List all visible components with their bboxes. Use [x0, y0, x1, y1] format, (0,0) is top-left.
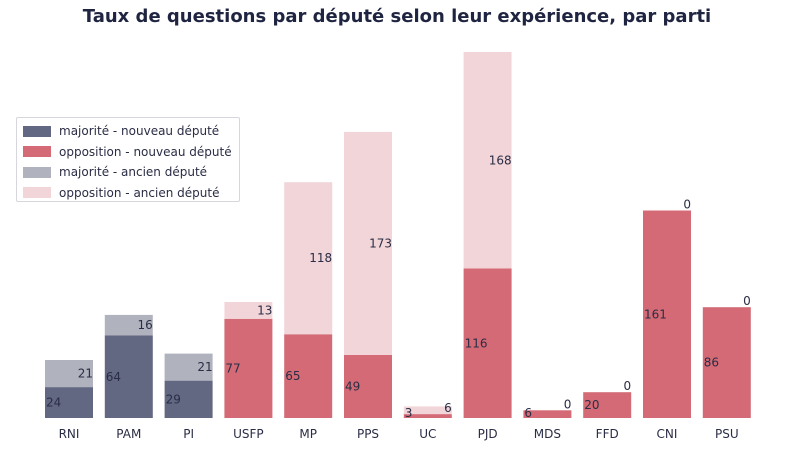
- value-label-pam-majorit-ancien-d-put: 16: [138, 318, 153, 332]
- bar-pi-majorit-ancien-d-put: [164, 353, 213, 381]
- bar-uc-opposition-nouveau-d-put: [403, 414, 452, 418]
- legend-swatch: [23, 146, 51, 158]
- x-tick-mds: MDS: [534, 427, 561, 441]
- bar-pps-opposition-ancien-d-put: [344, 131, 392, 355]
- bar-pps-opposition-nouveau-d-put: [344, 354, 392, 418]
- value-labels-layer: 24 21 64 16 29 21 77 13 65 118 49 173 3 6 116 168 6 0 20 0 1…: [46, 153, 751, 420]
- value-label-psu-opposition-nouveau-d-put: 86: [704, 356, 719, 370]
- legend-label: opposition - nouveau député: [59, 144, 232, 159]
- bar-pam-majorit-nouveau-d-put: [104, 335, 153, 418]
- bar-ffd-opposition-nouveau-d-put: [583, 392, 632, 418]
- value-label-usfp-opposition-ancien-d-put: 13: [257, 303, 272, 317]
- legend: majorité - nouveau député opposition - no…: [16, 117, 240, 202]
- value-label-rni-majorit-nouveau-d-put: 24: [46, 396, 61, 410]
- bar-mp-opposition-nouveau-d-put: [284, 334, 333, 418]
- bar-rni-majorit-ancien-d-put: [45, 360, 93, 388]
- value-label-pam-majorit-nouveau-d-put: 64: [106, 370, 121, 384]
- bar-mp-opposition-ancien-d-put: [284, 182, 333, 335]
- legend-item-opposition-ancien-d-put: opposition - ancien député: [23, 183, 239, 204]
- bar-cni-opposition-nouveau-d-put: [643, 210, 691, 418]
- x-tick-rni: RNI: [59, 427, 80, 441]
- value-label-mds-opposition-nouveau-d-put: 6: [524, 406, 532, 420]
- legend-swatch: [23, 125, 51, 137]
- legend-item-majorit-nouveau-d-put: majorité - nouveau député: [23, 121, 239, 142]
- legend-label: majorité - nouveau député: [59, 124, 220, 139]
- x-tick-pjd: PJD: [478, 427, 498, 441]
- value-label-cni-opposition-nouveau-d-put: 161: [644, 307, 667, 321]
- bar-pam-majorit-ancien-d-put: [104, 314, 153, 336]
- x-tick-cni: CNI: [657, 427, 678, 441]
- value-label-pi-majorit-nouveau-d-put: 29: [166, 392, 181, 406]
- legend-label: opposition - ancien député: [59, 185, 220, 200]
- value-label-pps-opposition-nouveau-d-put: 49: [345, 379, 360, 393]
- bar-pjd-opposition-ancien-d-put: [463, 52, 512, 269]
- value-label-mp-opposition-nouveau-d-put: 65: [285, 369, 300, 383]
- bar-pjd-opposition-nouveau-d-put: [463, 268, 512, 418]
- value-label-pjd-opposition-nouveau-d-put: 116: [465, 336, 488, 350]
- x-tick-pam: PAM: [116, 427, 141, 441]
- value-label-mp-opposition-ancien-d-put: 118: [309, 251, 332, 265]
- value-label-ffd-opposition-nouveau-d-put: 20: [584, 398, 599, 412]
- value-label-pps-opposition-ancien-d-put: 173: [369, 236, 392, 250]
- x-tick-pi: PI: [183, 427, 194, 441]
- x-tick-psu: PSU: [715, 427, 739, 441]
- bar-mds-opposition-nouveau-d-put: [523, 410, 572, 418]
- value-label-pjd-opposition-ancien-d-put: 168: [489, 153, 512, 167]
- legend-item-opposition-nouveau-d-put: opposition - nouveau député: [23, 142, 239, 163]
- legend-swatch: [23, 187, 51, 199]
- x-tick-pps: PPS: [357, 427, 379, 441]
- value-label-mds-opposition-ancien-d-put: 0: [564, 397, 572, 411]
- bar-usfp-opposition-ancien-d-put: [224, 302, 273, 319]
- legend-swatch: [23, 166, 51, 178]
- x-axis-ticks: RNI PAM PI USFP MP PPS UC PJD MDS FFD CNI PSU: [59, 427, 739, 441]
- value-label-cni-opposition-ancien-d-put: 0: [683, 198, 691, 212]
- bar-pi-majorit-nouveau-d-put: [164, 380, 213, 418]
- bar-rni-majorit-nouveau-d-put: [45, 387, 93, 418]
- x-tick-ffd: FFD: [596, 427, 619, 441]
- legend-label: majorité - ancien député: [59, 165, 208, 180]
- value-label-usfp-opposition-nouveau-d-put: 77: [225, 361, 240, 375]
- x-tick-mp: MP: [299, 427, 317, 441]
- x-tick-usfp: USFP: [233, 427, 264, 441]
- bar-psu-opposition-nouveau-d-put: [702, 307, 751, 418]
- value-label-ffd-opposition-ancien-d-put: 0: [624, 379, 632, 393]
- chart-title: Taux de questions par député selon leur …: [82, 6, 712, 27]
- bar-usfp-opposition-nouveau-d-put: [224, 318, 273, 418]
- value-label-pi-majorit-ancien-d-put: 21: [197, 360, 212, 374]
- value-label-uc-opposition-ancien-d-put: 6: [444, 401, 452, 415]
- bar-uc-opposition-ancien-d-put: [403, 406, 452, 415]
- value-label-uc-opposition-nouveau-d-put: 3: [405, 406, 413, 420]
- bars-layer: [45, 52, 751, 418]
- value-label-psu-opposition-ancien-d-put: 0: [743, 294, 751, 308]
- legend-item-majorit-ancien-d-put: majorité - ancien député: [23, 162, 239, 183]
- x-tick-uc: UC: [419, 427, 436, 441]
- value-label-rni-majorit-ancien-d-put: 21: [78, 367, 93, 381]
